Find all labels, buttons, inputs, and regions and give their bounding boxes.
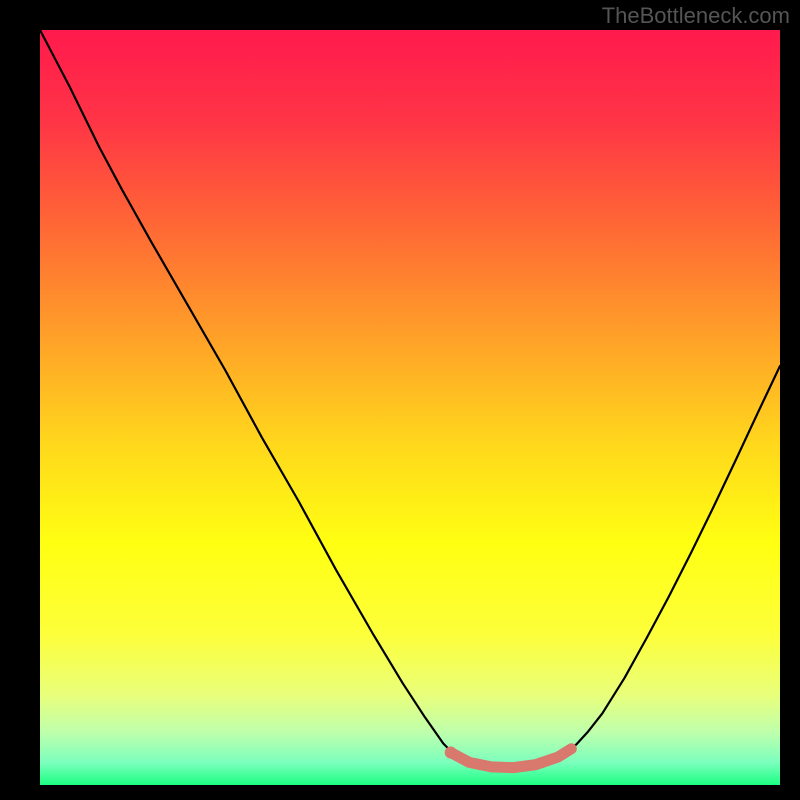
curve-layer — [40, 30, 780, 785]
bottleneck-curve — [40, 30, 780, 768]
valley-highlight — [451, 749, 572, 768]
valley-start-dot — [445, 747, 457, 759]
watermark-text: TheBottleneck.com — [602, 3, 790, 29]
plot-area — [40, 30, 780, 785]
chart-container: TheBottleneck.com — [0, 0, 800, 800]
